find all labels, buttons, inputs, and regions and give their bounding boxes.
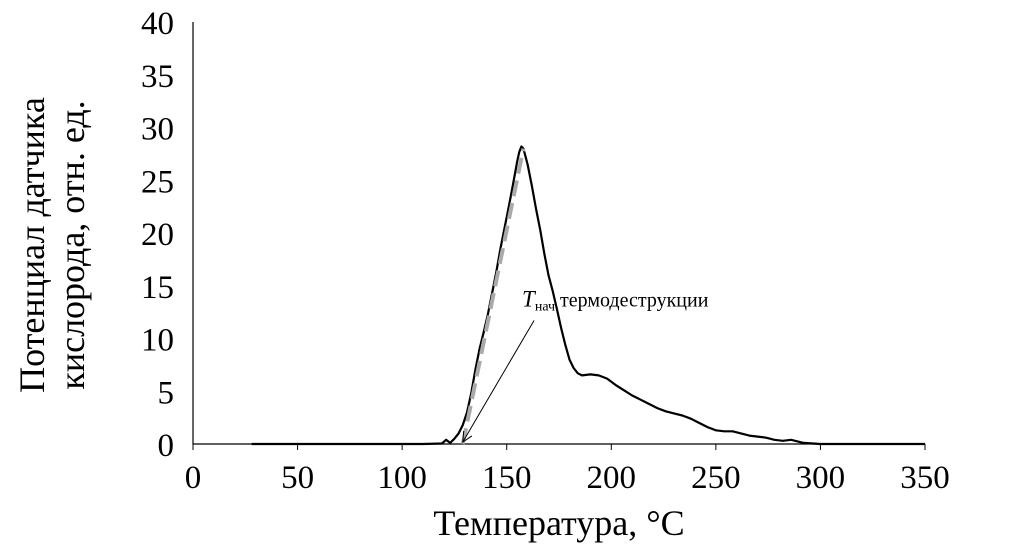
x-axis-ticks: 0 50 100 150 200 250 300 350 bbox=[185, 444, 950, 496]
y-tick-label: 10 bbox=[141, 323, 174, 359]
x-tick-label: 0 bbox=[185, 460, 202, 496]
x-tick-label: 100 bbox=[377, 460, 427, 496]
x-axis-title: Температура, °C bbox=[433, 503, 684, 543]
x-tick-label: 250 bbox=[691, 460, 741, 496]
y-tick-label: 25 bbox=[141, 164, 174, 200]
plot-series bbox=[251, 145, 925, 446]
y-tick-label: 30 bbox=[141, 112, 174, 148]
sensor-potential-line bbox=[251, 145, 925, 446]
y-axis-title-line-1: Потенциал датчика bbox=[12, 97, 52, 393]
y-tick-label: 35 bbox=[141, 59, 174, 95]
annotation-arrow-head bbox=[462, 430, 473, 443]
y-axis-ticks: 0 5 10 15 20 25 30 35 40 bbox=[141, 6, 174, 464]
x-tick-label: 200 bbox=[587, 460, 637, 496]
annotation-arrow-line bbox=[462, 320, 535, 443]
x-tick-label: 300 bbox=[796, 460, 846, 496]
x-tick-label: 50 bbox=[281, 460, 314, 496]
y-tick-label: 20 bbox=[141, 217, 174, 253]
y-tick-label: 0 bbox=[158, 428, 175, 464]
annotation-label: Tнач термодеструкции bbox=[522, 286, 709, 314]
annotation: Tнач термодеструкции bbox=[462, 286, 709, 443]
annotation-subscript: нач bbox=[535, 299, 555, 314]
tangent-dashed-line bbox=[460, 148, 526, 445]
x-tick-label: 350 bbox=[900, 460, 950, 496]
y-tick-label: 40 bbox=[141, 6, 174, 42]
y-tick-label: 15 bbox=[141, 270, 174, 306]
annotation-text: термодеструкции bbox=[555, 289, 709, 311]
x-tick-label: 150 bbox=[482, 460, 532, 496]
y-axis-title-line-2: кислорода, отн. ед. bbox=[52, 100, 92, 389]
annotation-symbol: T bbox=[522, 286, 537, 311]
y-axis-title: Потенциал датчика кислорода, отн. ед. bbox=[12, 97, 92, 393]
y-tick-label: 5 bbox=[158, 375, 175, 411]
